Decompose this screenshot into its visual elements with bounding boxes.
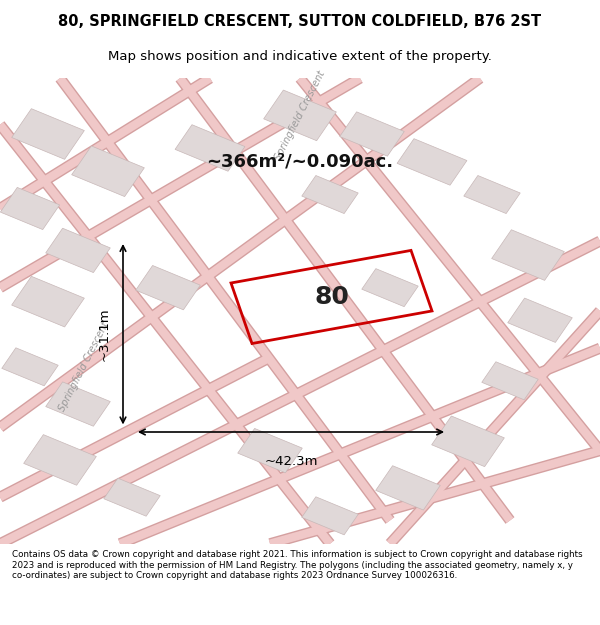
Bar — [508, 298, 572, 343]
Bar — [431, 416, 505, 467]
Bar — [362, 269, 418, 307]
Text: 80: 80 — [314, 285, 349, 309]
Bar — [397, 139, 467, 185]
Text: 80, SPRINGFIELD CRESCENT, SUTTON COLDFIELD, B76 2ST: 80, SPRINGFIELD CRESCENT, SUTTON COLDFIE… — [58, 14, 542, 29]
Bar — [136, 266, 200, 310]
Bar — [482, 362, 538, 400]
Bar — [491, 230, 565, 281]
Bar — [23, 434, 97, 485]
Text: Springfield Crescent: Springfield Crescent — [273, 69, 327, 162]
Bar — [340, 112, 404, 156]
Bar — [46, 228, 110, 272]
Bar — [11, 109, 85, 159]
Bar — [464, 176, 520, 214]
Text: Map shows position and indicative extent of the property.: Map shows position and indicative extent… — [108, 50, 492, 62]
Text: ~366m²/~0.090ac.: ~366m²/~0.090ac. — [206, 153, 394, 171]
Bar — [2, 348, 58, 386]
Bar — [238, 429, 302, 472]
Text: Springfield Crescent: Springfield Crescent — [57, 321, 111, 413]
Bar — [263, 90, 337, 141]
Bar — [71, 146, 145, 197]
Bar — [104, 478, 160, 516]
Text: ~31.1m: ~31.1m — [98, 308, 111, 361]
Bar — [302, 497, 358, 535]
Bar — [376, 466, 440, 510]
Text: Contains OS data © Crown copyright and database right 2021. This information is : Contains OS data © Crown copyright and d… — [12, 550, 583, 580]
Bar — [175, 125, 245, 171]
Text: ~42.3m: ~42.3m — [264, 455, 318, 468]
Bar — [11, 276, 85, 327]
Bar — [302, 176, 358, 214]
Bar — [46, 382, 110, 426]
Bar — [1, 188, 59, 229]
